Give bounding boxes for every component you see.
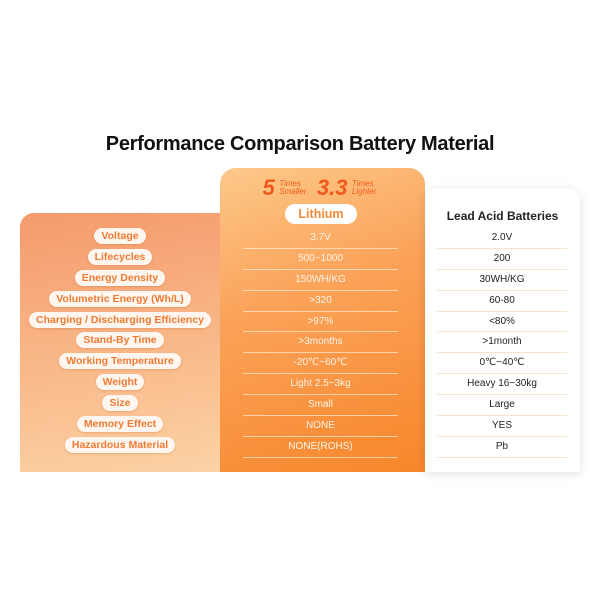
- parameter-label: Stand-By Time: [76, 332, 164, 349]
- parameter-label: Lifecycles: [87, 248, 153, 265]
- parameter-label: Weight: [95, 374, 145, 391]
- lithium-value: >3months: [243, 332, 398, 354]
- lithium-value: NONE(ROHS): [243, 437, 398, 458]
- lead-acid-value: 30WH/KG: [437, 270, 567, 291]
- lithium-values: 3.7V 500~1000 150WH/KG >320 >97% >3months -20℃…: [243, 228, 398, 458]
- smaller-factor: 5: [262, 175, 275, 200]
- lead-acid-value: >1month: [437, 332, 567, 354]
- lithium-value: >320: [243, 291, 398, 312]
- lead-acid-value: Heavy 16~30kg: [437, 374, 567, 396]
- parameter-label: Charging / Discharging Efficiency: [28, 311, 212, 328]
- lithium-value: Light 2.5~3kg: [243, 374, 398, 396]
- parameter-labels: Voltage Lifecycles Energy Density Volumetri…: [20, 228, 220, 458]
- lithium-value: Small: [243, 395, 398, 417]
- times-label: Times: [351, 179, 374, 188]
- parameter-label: Voltage: [94, 228, 146, 244]
- lithium-value: 150WH/KG: [243, 270, 398, 291]
- lithium-value: >97%: [243, 312, 398, 333]
- lead-acid-value: 0℃~40℃: [437, 353, 567, 375]
- lead-acid-value: 2.0V: [437, 228, 567, 249]
- lead-acid-value: YES: [437, 416, 567, 437]
- lighter-label: Lighter: [351, 187, 377, 196]
- lithium-value: NONE: [243, 416, 398, 437]
- smaller-label: Smaller: [279, 187, 307, 196]
- parameter-label: Hazardous Material: [64, 436, 176, 453]
- page-title: Performance Comparison Battery Material: [105, 133, 495, 155]
- lead-acid-value: 60-80: [437, 291, 567, 312]
- times-label: Times: [279, 179, 302, 188]
- lead-acid-value: <80%: [437, 312, 567, 333]
- parameter-label: Size: [102, 395, 138, 412]
- parameter-label: Energy Density: [74, 269, 166, 286]
- parameter-label: Volumetric Energy (Wh/L): [49, 290, 191, 307]
- parameter-label: Working Temperature: [59, 353, 181, 370]
- lead-acid-value: Large: [437, 395, 567, 417]
- lighter-factor: 3.3: [316, 175, 348, 200]
- lithium-value: -20℃~60℃: [243, 353, 398, 375]
- lead-acid-value: 200: [437, 249, 567, 270]
- lead-acid-panel: [425, 188, 580, 472]
- lead-acid-values: 2.0V 200 30WH/KG 60-80 <80% >1month 0℃~40℃ Heav…: [437, 228, 567, 458]
- smaller-text: Times Smaller: [279, 180, 306, 196]
- lead-acid-value: Pb: [437, 437, 567, 458]
- lithium-value: 500~1000: [243, 249, 398, 270]
- lead-acid-header: Lead Acid Batteries: [446, 209, 559, 223]
- lithium-value: 3.7V: [243, 228, 398, 249]
- lithium-header: Lithium: [285, 204, 357, 224]
- lighter-text: Times Lighter: [352, 180, 376, 196]
- parameter-label: Memory Effect: [76, 416, 164, 433]
- advantage-badge: 5 Times Smaller 3.3 Times Lighter: [220, 175, 425, 201]
